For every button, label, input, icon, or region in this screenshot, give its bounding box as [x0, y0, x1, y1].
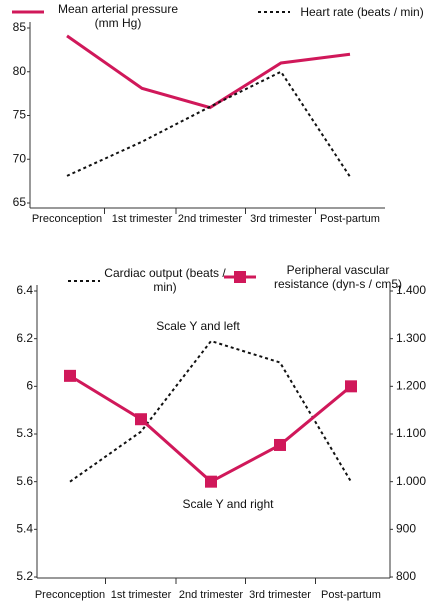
- x-tick-label: 2nd trimester: [178, 213, 243, 225]
- y-tick-label: 5.6: [16, 474, 33, 488]
- marker: [205, 475, 217, 488]
- series-line: [69, 339, 352, 483]
- x-tick-label: 1st trimester: [111, 589, 172, 601]
- annotation: Scale Y and right: [183, 497, 275, 511]
- legend-label: Cardiac output (beats / min): [104, 266, 226, 294]
- series-line: [66, 70, 351, 178]
- x-tick-label: Preconception: [32, 213, 102, 225]
- x-tick-label: 3rd trimester: [249, 589, 311, 601]
- y-tick-label: 5.3: [16, 426, 33, 440]
- x-tick-label: Post-partum: [321, 589, 381, 601]
- y2-tick-label: 1.100: [396, 426, 426, 440]
- x-tick-label: Preconception: [35, 589, 105, 601]
- y2-tick-label: 1.000: [396, 474, 426, 488]
- marker: [274, 438, 286, 451]
- y2-tick-label: 900: [396, 522, 416, 536]
- y-tick-label: 75: [13, 108, 27, 122]
- marker: [345, 380, 357, 393]
- series-line: [66, 34, 351, 110]
- x-tick-label: 2nd trimester: [179, 589, 244, 601]
- legend-marker: [234, 271, 246, 283]
- y-tick-label: 6: [26, 379, 33, 393]
- y-tick-label: 65: [13, 195, 27, 209]
- marker: [135, 413, 147, 426]
- y-tick-label: 5.2: [16, 569, 33, 583]
- legend-label: Mean arterial pressure (mm Hg): [57, 2, 179, 30]
- legend-label: Heart rate (beats / min): [300, 5, 424, 19]
- y2-tick-label: 1.200: [396, 379, 426, 393]
- y-tick-label: 6.2: [16, 331, 33, 345]
- marker: [64, 369, 76, 382]
- y-tick-label: 70: [13, 151, 27, 165]
- x-tick-label: Post-partum: [320, 213, 380, 225]
- y2-tick-label: 1.300: [396, 331, 426, 345]
- y2-tick-label: 800: [396, 569, 416, 583]
- y2-tick-label: 1.400: [396, 283, 426, 297]
- x-tick-label: 3rd trimester: [250, 213, 312, 225]
- y-tick-label: 6.4: [16, 283, 33, 297]
- annotation: Scale Y and left: [156, 319, 240, 333]
- y-tick-label: 80: [13, 64, 27, 78]
- legend-label: Peripheral vascular resistance (dyn-s / …: [273, 263, 403, 291]
- y-tick-label: 85: [13, 20, 27, 34]
- y-tick-label: 5.4: [16, 522, 33, 536]
- series-line: [69, 374, 352, 484]
- x-tick-label: 1st trimester: [112, 213, 173, 225]
